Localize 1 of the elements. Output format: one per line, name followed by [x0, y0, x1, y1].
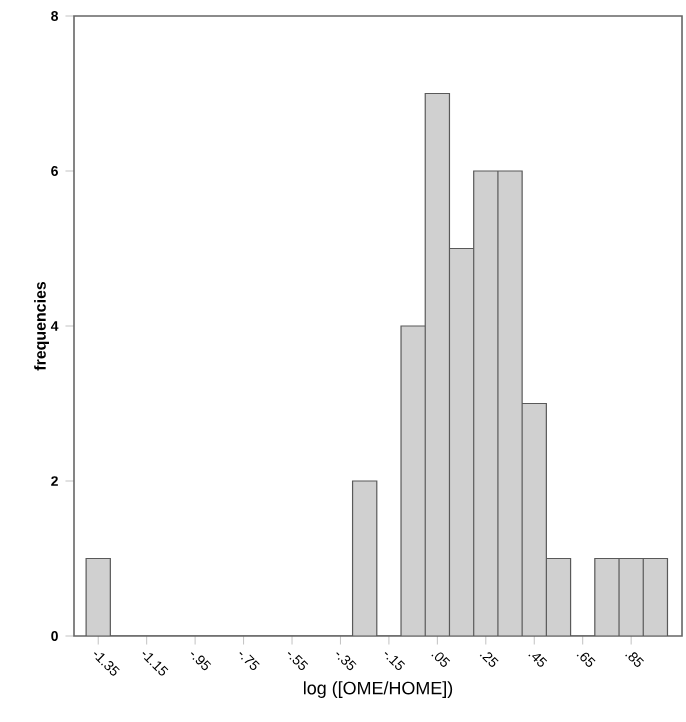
- x-axis-title: log ([OME/HOME]): [304, 681, 453, 698]
